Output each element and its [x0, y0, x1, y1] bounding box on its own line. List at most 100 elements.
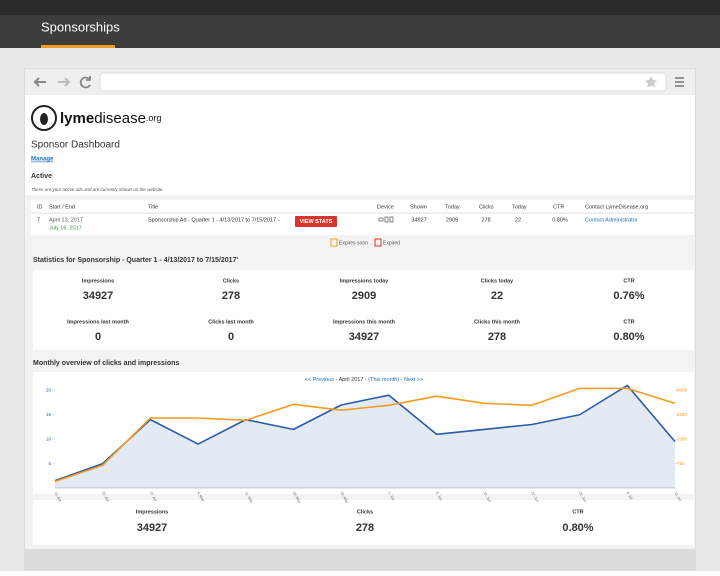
- x-tick-label: 18. May: [292, 491, 302, 504]
- summary-label: Clicks: [357, 509, 373, 515]
- month-nav: << Previous - April 2017 - (This month) …: [305, 377, 424, 383]
- cell-end: July 16, 2017: [49, 225, 82, 231]
- stats-title: Statistics for Sponsorship - Quarter 1 -…: [33, 257, 238, 264]
- summary-label: CTR: [572, 509, 583, 515]
- cell-contact[interactable]: Contact Administrator: [585, 217, 638, 223]
- cell-shown: 34927: [411, 217, 426, 223]
- table-header: Clicks: [479, 204, 494, 210]
- summary-value: 278: [356, 522, 374, 534]
- x-tick-label: 29. Jun: [578, 491, 587, 503]
- forward-icon[interactable]: [58, 77, 71, 87]
- view-stats-label[interactable]: VIEW STATS: [300, 219, 333, 225]
- refresh-icon[interactable]: [79, 76, 91, 89]
- logo-icon: [31, 105, 57, 131]
- y2-tick-label: 750: [677, 461, 685, 466]
- table-header: CTR: [553, 204, 564, 210]
- stat-label: Clicks today: [481, 278, 514, 284]
- url-bar[interactable]: [99, 72, 667, 92]
- stat-value: 34927: [349, 331, 380, 343]
- stat-value: 22: [491, 290, 503, 302]
- x-tick-label: 15. Jun: [483, 491, 492, 503]
- x-tick-label: 8. Jun: [435, 491, 443, 501]
- header-bar: [0, 15, 720, 48]
- cell-clicks_today: 22: [515, 217, 521, 223]
- cell-id: 7: [37, 217, 40, 223]
- y2-tick-label: 1500: [677, 436, 688, 441]
- logo-bold: lyme: [60, 110, 94, 127]
- table-header: Shown: [410, 204, 427, 210]
- summary-panel: [33, 500, 694, 545]
- legend-expired-box: [374, 238, 382, 247]
- device-icons: [378, 216, 394, 223]
- legend-soon: Expires soon: [339, 240, 368, 246]
- stat-label: CTR: [623, 319, 634, 325]
- stat-value: 34927: [83, 290, 114, 302]
- stat-label: Impressions today: [340, 278, 390, 284]
- top-panel: [25, 95, 695, 195]
- x-tick-label: 13. Jul: [673, 491, 682, 502]
- x-tick-label: 27. Apr: [149, 491, 158, 503]
- stats-panel: [33, 270, 694, 350]
- x-tick-label: 20. Apr: [101, 491, 110, 503]
- back-icon[interactable]: [33, 77, 46, 87]
- legend-expired: Expired: [383, 240, 400, 246]
- series-line: [54, 384, 676, 482]
- clicks-area: [55, 385, 675, 488]
- dashboard-title: Sponsor Dashboard: [31, 140, 120, 151]
- table-header: Today: [512, 204, 527, 210]
- star-icon[interactable]: [645, 76, 657, 88]
- cell-title: Sponsorship Ad - Quarter 1 - 4/13/2017 t…: [148, 217, 280, 223]
- logo-light: disease: [94, 110, 146, 127]
- section-note: These are your active ads and are curren…: [31, 187, 164, 192]
- summary-label: Impressions: [136, 509, 168, 515]
- nav-next[interactable]: Next >>: [404, 377, 423, 383]
- x-tick-label: 22. Jun: [530, 491, 539, 503]
- stat-label: Clicks last month: [208, 319, 254, 325]
- table-header: Device: [377, 204, 394, 210]
- cell-shown_today: 2909: [446, 217, 458, 223]
- series-line: [54, 387, 676, 483]
- cell-ctr: 0.80%: [552, 217, 568, 223]
- legend-soon-box: [330, 238, 338, 247]
- stat-value: 0.80%: [613, 331, 644, 343]
- stat-value: 0.76%: [613, 290, 644, 302]
- y-tick-label: 15: [46, 412, 52, 417]
- cell-start: April 13, 2017: [49, 217, 83, 223]
- stat-label: Clicks this month: [474, 319, 520, 325]
- y-tick-label: 10: [46, 436, 52, 441]
- logo-tick: [40, 113, 48, 125]
- x-tick-label: 1. Jun: [387, 491, 395, 501]
- stat-label: Impressions this month: [333, 319, 396, 325]
- nav-month: - April 2017 -: [334, 377, 368, 383]
- y-tick-label: 20: [46, 388, 52, 393]
- x-tick-label: 6. Jul: [626, 491, 634, 500]
- top-bar: [0, 0, 720, 15]
- header-title: Sponsorships: [41, 19, 120, 34]
- y2-tick-label: 3000: [677, 388, 688, 393]
- table-header: ID: [37, 204, 43, 210]
- manage-link[interactable]: Manage: [31, 157, 54, 163]
- y2-tick-label: 2250: [677, 412, 688, 417]
- stat-label: Impressions: [82, 278, 114, 284]
- menu-icon[interactable]: [675, 77, 684, 87]
- nav-sep: -: [399, 377, 404, 383]
- section-title: Active: [31, 173, 52, 180]
- stat-value: 278: [488, 331, 506, 343]
- table-header: Title: [148, 204, 158, 210]
- overview-title: Monthly overview of clicks and impressio…: [33, 360, 179, 367]
- table-panel: [31, 200, 694, 235]
- table-header: Contact LymeDisease.org: [585, 204, 648, 210]
- stat-value: 0: [228, 331, 234, 343]
- logo-suffix: .org: [146, 113, 162, 123]
- x-tick-label: 11. May: [244, 491, 254, 504]
- table-header: Start / End: [49, 204, 75, 210]
- nav-prev[interactable]: << Previous: [305, 377, 335, 383]
- view-stats-button[interactable]: [295, 216, 337, 227]
- summary-value: 0.80%: [562, 522, 593, 534]
- logo-text: lymedisease.org: [60, 110, 161, 127]
- cell-clicks: 278: [481, 217, 490, 223]
- x-tick-label: 4. May: [196, 491, 205, 502]
- nav-this[interactable]: (This month): [368, 377, 399, 383]
